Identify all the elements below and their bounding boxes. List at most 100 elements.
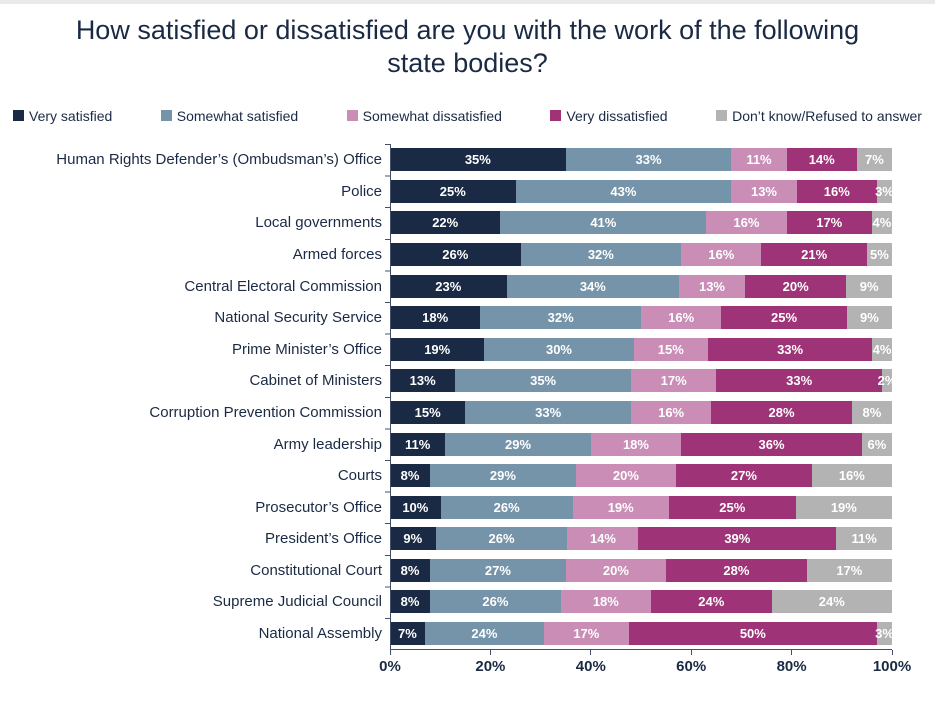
bar-segment: 35% <box>455 369 631 393</box>
bar-segment: 18% <box>560 590 652 614</box>
category-label: Police <box>341 182 382 200</box>
bar-segment: 16% <box>630 400 712 424</box>
bar-segment: 27% <box>430 558 566 582</box>
x-axis-tick-label: 60% <box>676 658 707 676</box>
stacked-bar: 19% 30% 15% 33% 4% <box>390 337 892 361</box>
bar-segment: 6% <box>861 432 892 456</box>
bar-segment: 7% <box>856 148 892 172</box>
category-label: National Assembly <box>258 625 382 643</box>
bar-segment: 4% <box>872 337 892 361</box>
bar-segment: 26% <box>435 527 568 551</box>
bar-segment: 26% <box>390 242 521 266</box>
bar-segment: 43% <box>515 179 732 203</box>
bar-segment: 39% <box>638 527 837 551</box>
chart-row: Courts 8% 29% 20% 27% 16% <box>0 460 935 492</box>
bar-segment: 28% <box>666 558 807 582</box>
bar-segment: 8% <box>390 590 431 614</box>
bar-segment: 11% <box>836 527 892 551</box>
bar-segment: 41% <box>500 211 707 235</box>
bar-segment: 5% <box>866 242 892 266</box>
chart-row: Corruption Prevention Commission 15% 33% 16… <box>0 397 935 429</box>
legend-swatch-icon <box>716 110 728 122</box>
chart-row: Human Rights Defender’s (Ombudsman’s) Of… <box>0 144 935 176</box>
bar-segment: 27% <box>676 464 812 488</box>
bar-segment: 18% <box>390 306 481 330</box>
bar-segment: 33% <box>716 369 882 393</box>
bar-segment: 33% <box>465 400 631 424</box>
bar-segment: 25% <box>721 306 847 330</box>
legend-item-3: Somewhat dissatisfied <box>346 108 502 124</box>
stacked-bar: 35% 33% 11% 14% 7% <box>390 148 892 172</box>
legend-item-1: Very satisfied <box>13 108 112 124</box>
bar-segment: 16% <box>811 464 892 488</box>
bar-segment: 50% <box>628 622 878 646</box>
bar-segment: 23% <box>390 274 507 298</box>
category-label: Armed forces <box>292 245 382 263</box>
bar-segment: 17% <box>786 211 872 235</box>
stacked-bar: 11% 29% 18% 36% 6% <box>390 432 892 456</box>
bar-segment: 24% <box>651 590 772 614</box>
x-axis-tick <box>590 650 592 656</box>
bar-segment: 7% <box>390 622 425 646</box>
legend-swatch-icon <box>160 110 172 122</box>
category-label: Prosecutor’s Office <box>255 498 382 516</box>
bar-segment: 17% <box>806 558 893 582</box>
chart-title: How satisfied or dissatisfied are you wi… <box>75 15 860 78</box>
category-label: Human Rights Defender’s (Ombudsman’s) Of… <box>56 151 382 169</box>
chart-row: President’s Office 9% 26% 14% 39% 11% <box>0 523 935 555</box>
x-axis-tick-label: 20% <box>475 658 506 676</box>
x-axis-tick <box>489 650 491 656</box>
bar-segment: 26% <box>430 590 561 614</box>
chart-row: Constitutional Court 8% 27% 20% 28% 17% <box>0 555 935 587</box>
legend: Very satisfied Somewhat satisfied Somewhat… <box>0 106 935 126</box>
chart-row: Central Electoral Commission 23% 34% 13% 20%… <box>0 270 935 302</box>
bar-segment: 18% <box>590 432 682 456</box>
bar-segment: 3% <box>875 179 894 203</box>
legend-item-4: Very dissatisfied <box>550 107 668 124</box>
bar-segment: 3% <box>875 622 894 646</box>
x-axis-tick <box>891 650 893 656</box>
x-axis-tick-label: 80% <box>776 658 807 676</box>
x-axis-tick <box>389 650 391 656</box>
stacked-bar: 23% 34% 13% 20% 9% <box>390 274 893 298</box>
category-label: Corruption Prevention Commission <box>149 403 382 421</box>
legend-item-2: Somewhat satisfied <box>160 107 299 124</box>
y-axis-line <box>390 143 391 650</box>
bar-segment: 32% <box>480 306 641 330</box>
bar-segment: 28% <box>711 400 852 424</box>
stacked-bar-chart: Human Rights Defender’s (Ombudsman’s) Of… <box>0 143 935 681</box>
bar-segment: 10% <box>390 495 441 519</box>
bar-segment: 13% <box>731 179 797 203</box>
stacked-bar: 8% 27% 20% 28% 17% <box>390 558 893 582</box>
stacked-bar: 10% 26% 19% 25% 19% <box>390 495 892 519</box>
bar-segment: 8% <box>390 558 431 582</box>
bar-segment: 9% <box>846 274 893 298</box>
legend-label: Very dissatisfied <box>566 107 668 124</box>
bar-segment: 24% <box>424 622 545 646</box>
legend-swatch-icon <box>346 110 358 122</box>
bar-segment: 11% <box>390 432 446 456</box>
chart-row: Cabinet of Ministers 13% 35% 17% 33% 2% <box>0 365 935 397</box>
bar-segment: 35% <box>390 148 566 172</box>
category-label: Local governments <box>255 214 382 232</box>
bar-segment: 19% <box>572 495 669 519</box>
bar-segment: 13% <box>390 369 456 393</box>
category-label: Prime Minister’s Office <box>231 340 382 358</box>
bar-segment: 29% <box>430 464 576 488</box>
chart-row: Armed forces 26% 32% 16% 21% 5% <box>0 239 935 271</box>
bar-segment: 21% <box>761 242 867 266</box>
legend-label: Somewhat satisfied <box>176 107 299 124</box>
bar-segment: 26% <box>440 495 573 519</box>
bar-segment: 20% <box>575 464 677 488</box>
category-label: Army leadership <box>273 435 382 453</box>
category-label: Central Electoral Commission <box>184 277 382 295</box>
bar-segment: 32% <box>520 242 682 266</box>
legend-swatch-icon <box>550 110 562 122</box>
plot-area: Human Rights Defender’s (Ombudsman’s) Of… <box>0 143 935 650</box>
bar-segment: 15% <box>633 337 709 361</box>
bar-segment: 15% <box>390 400 466 424</box>
bar-segment: 9% <box>846 306 892 330</box>
x-axis-tick-label: 100% <box>872 658 912 676</box>
chart-row: Army leadership 11% 29% 18% 36% 6% <box>0 428 935 460</box>
